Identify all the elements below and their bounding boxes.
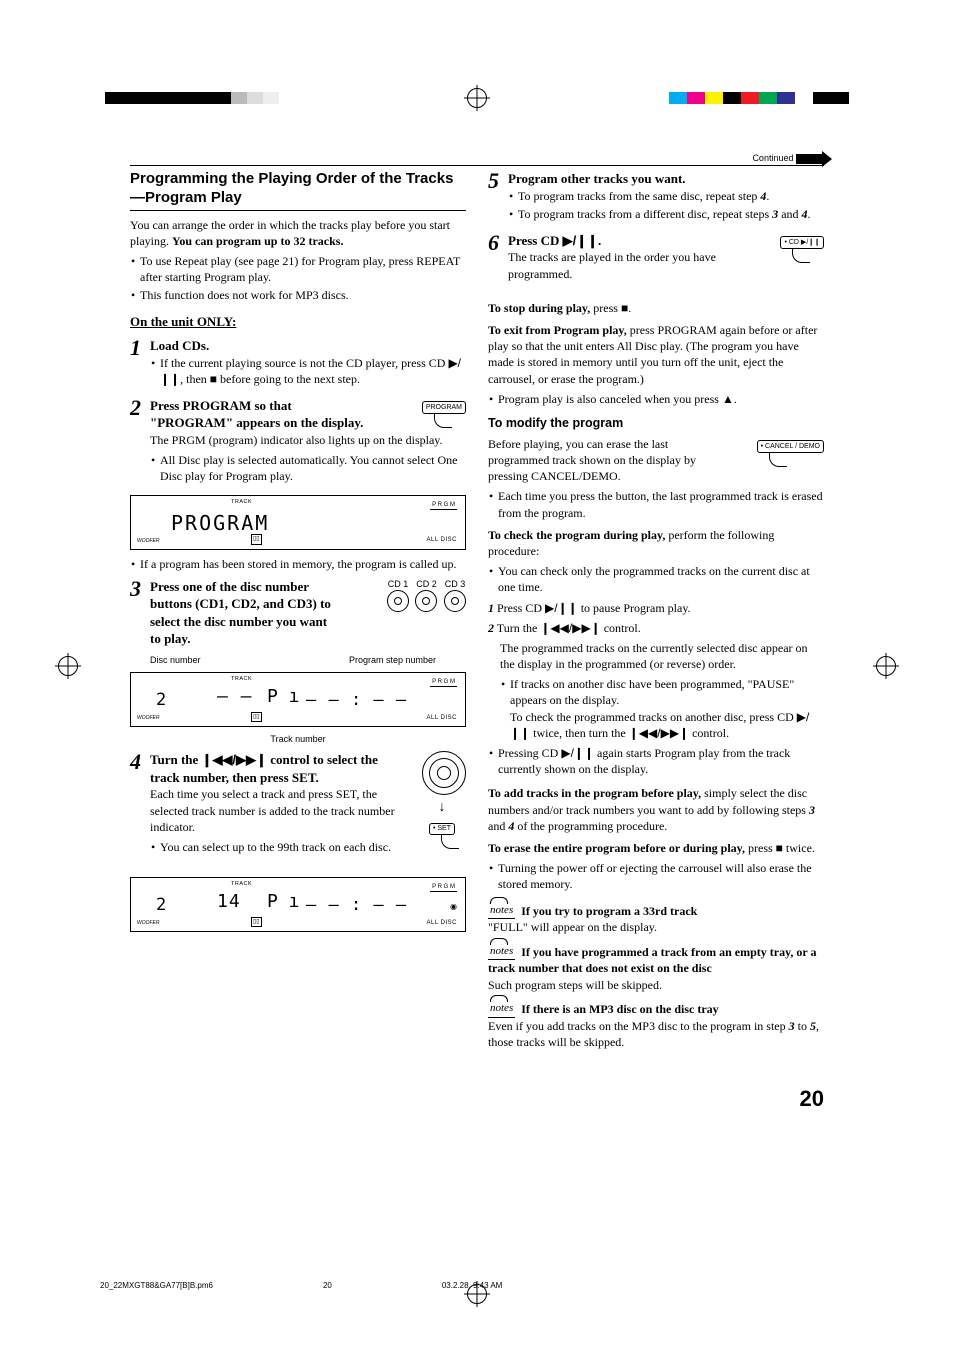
notes-icon: notes <box>488 944 515 961</box>
footer-page: 20 <box>323 1281 332 1292</box>
step-number: 4 <box>130 751 146 773</box>
cancel-button-diagram: • CANCEL / DEMO <box>757 436 824 453</box>
stop-instruction: To stop during play, press ■. <box>488 300 824 316</box>
step-number: 1 <box>130 337 146 359</box>
note-3: notes If there is an MP3 disc on the dis… <box>488 1001 824 1050</box>
notes-icon: notes <box>488 1001 515 1018</box>
annotation-program-step: Program step number <box>349 654 436 666</box>
annotation-track-number: Track number <box>130 733 466 745</box>
continued-arrow-icon <box>796 154 824 164</box>
step-number: 5 <box>488 170 504 192</box>
lcd-display-select: TRACK P R G M 2 – – P ı – – : – – WOOFER… <box>130 672 466 727</box>
check-sub-bullet: If tracks on another disc have been prog… <box>500 676 824 741</box>
check-instruction: To check the program during play, perfor… <box>488 527 824 559</box>
step-title: Program other tracks you want. <box>508 170 824 188</box>
footer-date: 03.2.28, 9:43 AM <box>442 1281 503 1292</box>
step-bullet: If the current playing source is not the… <box>150 355 466 387</box>
step-6: 6 • CD ▶/❙❙ Press CD ▶/❙❙. The tracks ar… <box>488 232 824 286</box>
intro-paragraph: You can arrange the order in which the t… <box>130 217 466 249</box>
step-number: 2 <box>130 397 146 419</box>
notes-icon: notes <box>488 903 515 920</box>
section-title: Programming the Playing Order of the Tra… <box>130 170 466 211</box>
exit-instruction: To exit from Program play, press PROGRAM… <box>488 322 824 387</box>
note-1: notes If you try to program a 33rd track… <box>488 903 824 936</box>
modify-bullet: Each time you press the button, the last… <box>488 488 824 520</box>
step-text: Each time you select a track and press S… <box>150 786 400 835</box>
step-bullet: All Disc play is selected automatically.… <box>150 452 466 484</box>
step-4: 4 ↓ • SET Turn the ❙◀◀/▶▶❙ control to se… <box>130 751 466 859</box>
left-column: Programming the Playing Order of the Tra… <box>130 170 466 1054</box>
erase-instruction: To erase the entire program before or du… <box>488 840 824 856</box>
footer-metadata: 20_22MXGT88&GA77[B]B.pm6 20 03.2.28, 9:4… <box>100 1281 502 1292</box>
jog-dial-diagram <box>422 751 466 795</box>
step-1: 1 Load CDs. If the current playing sourc… <box>130 337 466 391</box>
step-text: The tracks are played in the order you h… <box>508 249 738 281</box>
step-title: Press PROGRAM so that "PROGRAM" appears … <box>150 397 370 432</box>
intro-bullet: To use Repeat play (see page 21) for Pro… <box>130 253 466 285</box>
check-step-1: 1 Press CD ▶/❙❙ to pause Program play. <box>488 600 824 616</box>
step-bullet: You can select up to the 99th track on e… <box>150 839 400 855</box>
step-title: Press CD ▶/❙❙. <box>508 232 824 250</box>
step-title: Turn the ❙◀◀/▶▶❙ control to select the t… <box>150 751 400 786</box>
check-bullet: Pressing CD ▶/❙❙ again starts Program pl… <box>488 745 824 777</box>
step-title: Load CDs. <box>150 337 466 355</box>
check-bullet: You can check only the programmed tracks… <box>488 563 824 595</box>
footer-filename: 20_22MXGT88&GA77[B]B.pm6 <box>100 1281 213 1292</box>
erase-bullet: Turning the power off or ejecting the ca… <box>488 860 824 892</box>
check-step-2-text: The programmed tracks on the currently s… <box>488 640 824 672</box>
step-3: 3 CD 1 CD 2 CD 3 Press one of the disc n… <box>130 578 466 648</box>
header-rule <box>130 165 824 166</box>
step-number: 3 <box>130 578 146 600</box>
continued-label: Continued <box>752 152 824 164</box>
on-unit-heading: On the unit ONLY: <box>130 313 466 331</box>
intro-bullet: This function does not work for MP3 disc… <box>130 287 466 303</box>
step-title: Press one of the disc number buttons (CD… <box>150 578 340 648</box>
lcd-display-set: TRACK P R G M 2 14 P ı – – : – – ◉ WOOFE… <box>130 877 466 932</box>
modify-text: Before playing, you can erase the last p… <box>488 436 728 485</box>
disc-buttons-diagram: CD 1 CD 2 CD 3 <box>383 578 466 612</box>
print-registration-left <box>105 92 279 104</box>
step-text: The PRGM (program) indicator also lights… <box>150 432 466 448</box>
set-button-diagram: • SET <box>429 818 455 835</box>
step-2: 2 PROGRAM Press PROGRAM so that "PROGRAM… <box>130 397 466 489</box>
exit-bullet: Program play is also canceled when you p… <box>488 391 824 407</box>
step-5: 5 Program other tracks you want. To prog… <box>488 170 824 226</box>
step-number: 6 <box>488 232 504 254</box>
lcd-display-program: TRACK P R G M PROGRAM WOOFER ▯▯ ALL DISC <box>130 495 466 550</box>
step-bullet: To program tracks from the same disc, re… <box>508 188 824 204</box>
note-2: notes If you have programmed a track fro… <box>488 944 824 993</box>
step-bullet: To program tracks from a different disc,… <box>508 206 824 222</box>
annotation-disc-number: Disc number <box>150 654 201 666</box>
page-content: Continued Programming the Playing Order … <box>130 170 824 1054</box>
crosshair-icon <box>58 656 78 676</box>
program-button-diagram: PROGRAM <box>422 397 466 414</box>
print-registration-right <box>669 92 849 104</box>
right-column: 5 Program other tracks you want. To prog… <box>488 170 824 1054</box>
modify-heading: To modify the program <box>488 415 824 432</box>
add-instruction: To add tracks in the program before play… <box>488 785 824 834</box>
step-bullet: If a program has been stored in memory, … <box>130 556 466 572</box>
crosshair-icon <box>467 88 487 108</box>
check-step-2: 2 Turn the ❙◀◀/▶▶❙ control. <box>488 620 824 636</box>
cd-play-button-diagram: • CD ▶/❙❙ <box>780 232 824 249</box>
crosshair-icon <box>876 656 896 676</box>
page-number: 20 <box>800 1084 824 1114</box>
